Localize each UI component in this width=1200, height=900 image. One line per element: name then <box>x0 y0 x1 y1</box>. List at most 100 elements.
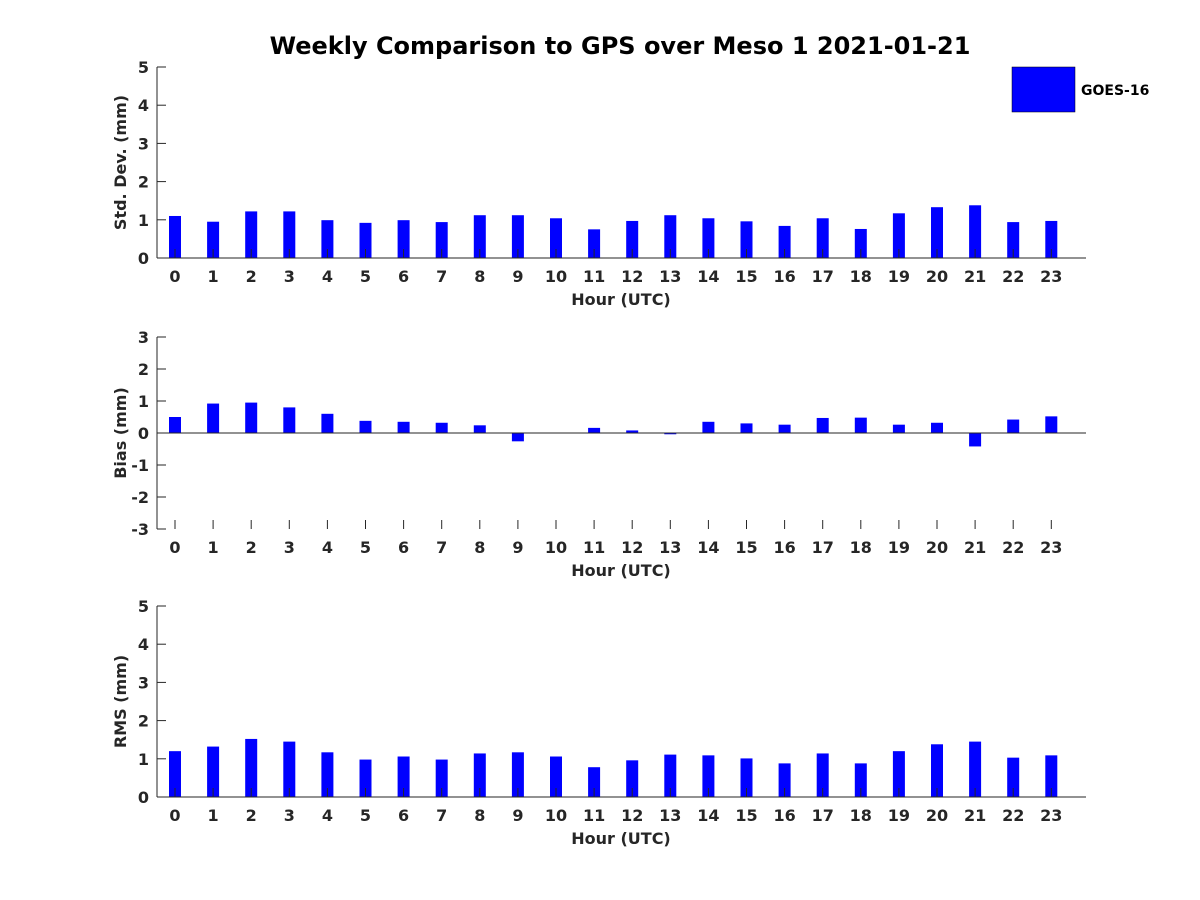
bar-rms-6 <box>397 756 410 797</box>
bar-rms-17 <box>816 753 829 797</box>
bar-rms-10 <box>550 756 562 797</box>
legend-label: GOES-16 <box>1081 83 1149 99</box>
bar-bias-0 <box>169 417 181 433</box>
xtick-label-std-23: 23 <box>1040 267 1062 286</box>
ytick-label-std-2: 2 <box>138 173 149 192</box>
bar-std-17 <box>816 218 829 258</box>
xtick-label-rms-9: 9 <box>512 806 523 825</box>
bar-rms-3 <box>283 741 296 797</box>
xtick-label-bias-19: 19 <box>888 538 910 557</box>
xtick-label-bias-3: 3 <box>284 538 295 557</box>
ytick-label-std-3: 3 <box>138 134 149 153</box>
xtick-label-rms-21: 21 <box>964 806 986 825</box>
xtick-label-bias-21: 21 <box>964 538 986 557</box>
ytick-label-rms-1: 1 <box>138 750 149 769</box>
xtick-label-bias-9: 9 <box>512 538 523 557</box>
ytick-label-bias-3: 0 <box>138 424 149 443</box>
xtick-label-rms-14: 14 <box>697 806 719 825</box>
xtick-label-std-6: 6 <box>398 267 409 286</box>
xtick-label-rms-19: 19 <box>888 806 910 825</box>
xtick-label-rms-7: 7 <box>436 806 447 825</box>
xtick-label-rms-8: 8 <box>474 806 485 825</box>
xtick-label-std-10: 10 <box>545 267 567 286</box>
xlabel-bias: Hour (UTC) <box>571 561 671 580</box>
xtick-label-std-9: 9 <box>512 267 523 286</box>
bar-rms-22 <box>1007 757 1020 797</box>
ytick-label-rms-4: 4 <box>138 635 149 654</box>
bar-std-12 <box>626 220 639 258</box>
bar-rms-16 <box>778 763 791 797</box>
xtick-label-bias-23: 23 <box>1040 538 1062 557</box>
xtick-label-std-12: 12 <box>621 267 643 286</box>
xtick-label-rms-11: 11 <box>583 806 605 825</box>
bar-bias-14 <box>702 421 715 433</box>
xtick-label-std-20: 20 <box>926 267 948 286</box>
bar-rms-19 <box>892 751 905 797</box>
bar-rms-5 <box>359 759 372 797</box>
bar-std-15 <box>740 221 753 258</box>
bar-std-19 <box>892 213 905 258</box>
chart-title: Weekly Comparison to GPS over Meso 1 202… <box>270 32 971 60</box>
xtick-label-bias-18: 18 <box>850 538 872 557</box>
bar-std-23 <box>1045 220 1058 258</box>
bar-std-20 <box>931 207 943 258</box>
bar-bias-3 <box>283 407 296 433</box>
bar-bias-22 <box>1007 419 1020 433</box>
xtick-label-std-21: 21 <box>964 267 986 286</box>
bar-std-5 <box>359 222 372 258</box>
legend: GOES-16 <box>1011 66 1149 113</box>
xtick-label-bias-14: 14 <box>697 538 719 557</box>
ytick-label-bias-5: 2 <box>138 360 149 379</box>
xtick-label-rms-4: 4 <box>322 806 333 825</box>
bar-std-16 <box>778 225 791 258</box>
xtick-label-std-14: 14 <box>697 267 719 286</box>
bar-bias-2 <box>245 402 258 433</box>
ytick-label-bias-4: 1 <box>138 392 149 411</box>
xtick-label-bias-17: 17 <box>812 538 834 557</box>
bar-std-9 <box>511 215 524 258</box>
bar-rms-21 <box>969 741 982 797</box>
xtick-label-rms-1: 1 <box>208 806 219 825</box>
ytick-label-rms-0: 0 <box>138 788 149 807</box>
bar-rms-20 <box>931 744 943 797</box>
xtick-label-bias-5: 5 <box>360 538 371 557</box>
xtick-label-std-3: 3 <box>284 267 295 286</box>
bar-bias-4 <box>321 413 334 433</box>
xtick-label-rms-16: 16 <box>773 806 795 825</box>
bar-std-18 <box>854 228 867 258</box>
bar-rms-7 <box>435 759 448 797</box>
xlabel-std: Hour (UTC) <box>571 290 671 309</box>
xtick-label-bias-2: 2 <box>246 538 257 557</box>
bar-rms-9 <box>511 752 524 797</box>
bar-bias-1 <box>207 403 220 433</box>
xtick-label-rms-15: 15 <box>735 806 757 825</box>
xtick-label-std-8: 8 <box>474 267 485 286</box>
xtick-label-bias-4: 4 <box>322 538 333 557</box>
xtick-label-std-2: 2 <box>246 267 257 286</box>
bar-std-8 <box>473 215 486 258</box>
bar-rms-15 <box>740 758 753 797</box>
xtick-label-rms-13: 13 <box>659 806 681 825</box>
bar-std-4 <box>321 220 334 258</box>
xtick-label-std-16: 16 <box>773 267 795 286</box>
bar-std-1 <box>207 221 220 258</box>
bar-std-2 <box>245 211 258 258</box>
ytick-label-std-4: 4 <box>138 96 149 115</box>
xtick-label-bias-11: 11 <box>583 538 605 557</box>
xtick-label-std-13: 13 <box>659 267 681 286</box>
xtick-label-bias-13: 13 <box>659 538 681 557</box>
bar-bias-20 <box>931 422 943 433</box>
bar-rms-1 <box>207 746 220 797</box>
xtick-label-std-7: 7 <box>436 267 447 286</box>
bar-bias-19 <box>892 424 905 433</box>
xlabel-rms: Hour (UTC) <box>571 829 671 848</box>
xtick-label-std-22: 22 <box>1002 267 1024 286</box>
xtick-label-rms-6: 6 <box>398 806 409 825</box>
bar-std-6 <box>397 220 410 258</box>
ytick-label-rms-5: 5 <box>138 597 149 616</box>
xtick-label-bias-12: 12 <box>621 538 643 557</box>
xtick-label-bias-16: 16 <box>773 538 795 557</box>
